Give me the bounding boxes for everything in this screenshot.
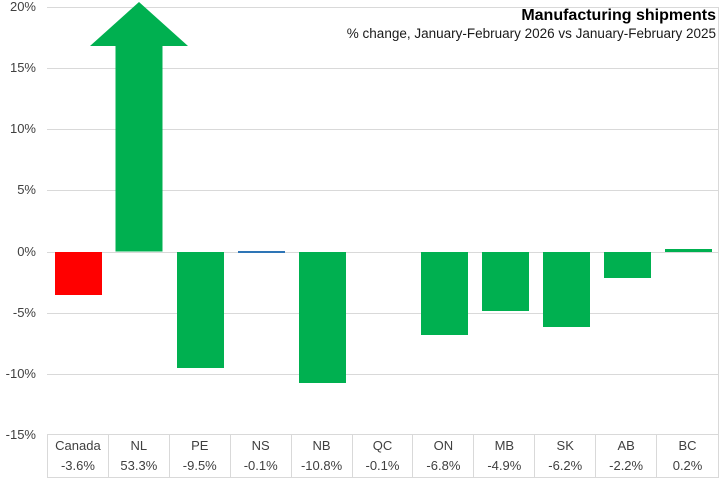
value-label: 53.3% <box>120 458 158 473</box>
category-label: NB <box>312 438 331 453</box>
gridline <box>47 7 718 9</box>
table-cell-nl: NL 53.3% <box>109 435 170 477</box>
table-cell-nb: NB -10.8% <box>292 435 353 477</box>
y-axis-label: 10% <box>9 121 36 137</box>
chart-subtitle: % change, January-February 2026 vs Janua… <box>346 26 716 42</box>
bar-pe <box>176 251 224 368</box>
y-axis-label: -15% <box>5 426 36 442</box>
y-axis-label: 0% <box>17 243 36 259</box>
value-label: 0.2% <box>672 458 703 473</box>
bar-mb <box>481 251 529 312</box>
gridline <box>47 68 718 70</box>
gridline <box>47 373 718 375</box>
bar-bc <box>664 249 712 252</box>
category-label: SK <box>556 438 574 453</box>
value-label: -0.1% <box>243 458 278 473</box>
bar-ab <box>603 251 651 279</box>
value-label: -2.2% <box>609 458 644 473</box>
table-cell-qc: QC -0.1% <box>353 435 414 477</box>
bar-ns <box>237 250 285 253</box>
table-cell-sk: SK -6.2% <box>535 435 597 477</box>
gridline <box>47 190 718 192</box>
table-cell-canada: Canada -3.6% <box>48 435 109 477</box>
category-label: PE <box>191 438 209 453</box>
table-cell-ab: AB -2.2% <box>596 435 658 477</box>
value-label: -9.5% <box>182 458 217 473</box>
category-label: AB <box>617 438 635 453</box>
chart-header: Manufacturing shipments % change, Januar… <box>347 6 716 44</box>
value-label: -4.9% <box>487 458 522 473</box>
value-label: -6.2% <box>548 458 583 473</box>
table-cell-pe: PE -9.5% <box>170 435 231 477</box>
y-axis-label: -5% <box>12 304 36 320</box>
category-label: Canada <box>55 438 101 453</box>
data-table: Canada -3.6% NL 53.3% PE -9.5% NS -0.1% NB -10.8%… <box>47 434 719 478</box>
category-label: NL <box>130 438 148 453</box>
value-label: -3.6% <box>60 458 95 473</box>
nl-up-arrow-icon <box>90 2 188 252</box>
y-axis-label: 15% <box>9 60 36 76</box>
gridline <box>47 312 718 314</box>
bar-on <box>420 251 468 335</box>
table-cell-mb: MB -4.9% <box>474 435 536 477</box>
y-axis-label: 20% <box>9 0 36 15</box>
bar-sk <box>542 251 590 328</box>
table-cell-on: ON -6.8% <box>413 435 475 477</box>
category-label: ON <box>433 438 454 453</box>
y-axis-label: -10% <box>5 365 36 381</box>
value-label: -10.8% <box>300 458 343 473</box>
bar-nb <box>298 251 346 384</box>
bar-canada <box>54 251 102 296</box>
category-label: QC <box>372 438 393 453</box>
chart-title: Manufacturing shipments <box>521 7 716 24</box>
value-label: -6.8% <box>426 458 461 473</box>
gridline <box>47 129 718 131</box>
table-cell-bc: BC 0.2% <box>657 435 718 477</box>
value-label: -0.1% <box>365 458 400 473</box>
y-axis-label: 5% <box>17 182 36 198</box>
plot-right-border <box>718 7 719 478</box>
category-label: MB <box>494 438 515 453</box>
gridline <box>47 251 718 253</box>
category-label: BC <box>678 438 697 453</box>
category-label: NS <box>251 438 270 453</box>
table-cell-ns: NS -0.1% <box>231 435 292 477</box>
